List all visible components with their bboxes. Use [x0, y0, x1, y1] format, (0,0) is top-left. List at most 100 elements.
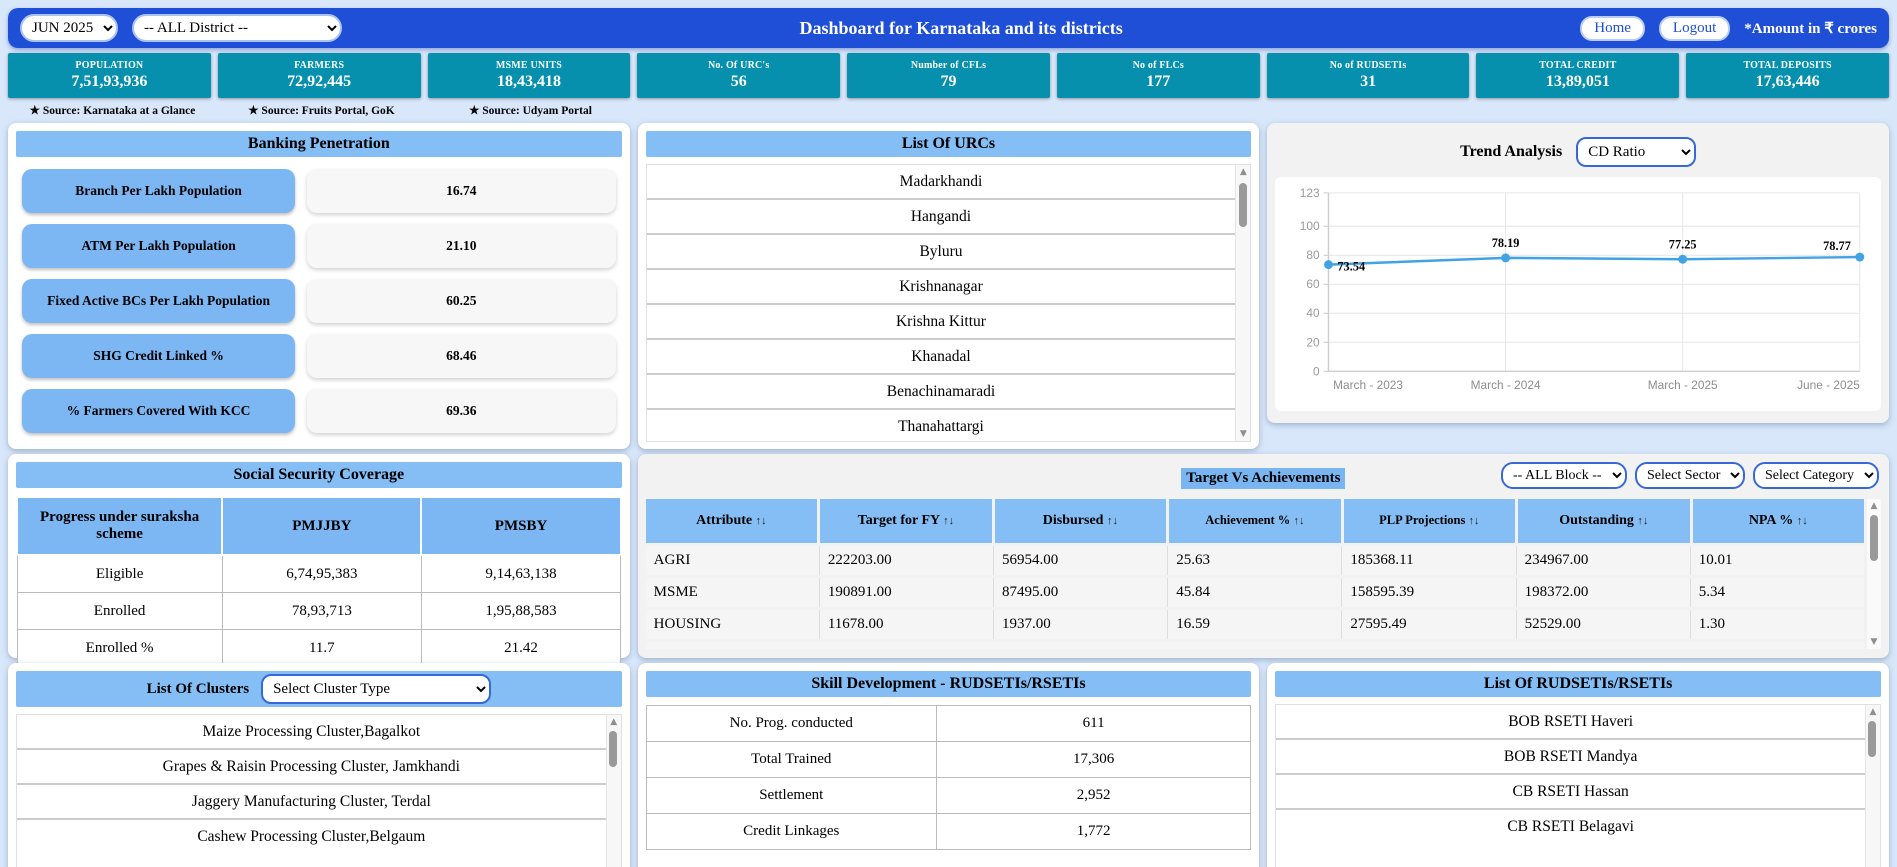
cell: 6,74,95,383	[221, 554, 422, 593]
svg-text:60: 60	[1307, 277, 1321, 291]
list-item: Madarkhandi	[646, 165, 1236, 200]
cell: 87495.00	[994, 578, 1169, 607]
target-vs-achievements-panel: Target Vs Achievements -- ALL Block -- S…	[637, 454, 1889, 658]
sort-header-plp[interactable]: PLP Projections ↑↓	[1343, 499, 1516, 543]
metric-value: 69.36	[307, 389, 616, 433]
trend-chart-card: 0 20 40 60 80 100 123 March - 2023 March - 2024 M…	[1275, 177, 1881, 411]
category-select[interactable]: Select Category	[1753, 462, 1879, 489]
cell: 25.63	[1168, 546, 1343, 575]
sector-select[interactable]: Select Sector	[1635, 462, 1745, 489]
sort-header-target-fy[interactable]: Target for FY ↑↓	[820, 499, 992, 543]
cell: 1,95,88,583	[420, 592, 622, 630]
column-header: PMSBY	[420, 496, 622, 556]
list-item: Thanahattargi	[646, 410, 1236, 441]
stat-card-cfls: Number of CFLs 79	[847, 53, 1050, 98]
scrollbar[interactable]: ▲ ▼	[1235, 165, 1251, 441]
svg-text:March - 2023: March - 2023	[1333, 378, 1403, 392]
district-select[interactable]: -- ALL District --	[132, 14, 342, 42]
scrollbar[interactable]: ▲ ▼	[1867, 499, 1881, 649]
scrollbar-thumb[interactable]	[1868, 721, 1877, 757]
scroll-down-arrow[interactable]: ▼	[1870, 637, 1878, 647]
metric-label: % Farmers Covered With KCC	[22, 389, 296, 433]
stat-value: 18,43,418	[496, 73, 561, 90]
sort-header-npa[interactable]: NPA % ↑↓	[1692, 499, 1865, 543]
cell: 1937.00	[994, 610, 1169, 639]
stat-value: 7,51,93,936	[71, 73, 148, 90]
sort-header-attribute[interactable]: Attribute ↑↓	[645, 499, 818, 543]
clusters-list: Maize Processing Cluster,Bagalkot Grapes…	[16, 714, 622, 867]
cell: Settlement	[645, 777, 937, 814]
list-item: Krishnanagar	[646, 270, 1236, 305]
table-row: Credit Linkages 1,772	[645, 813, 1252, 850]
scrollbar[interactable]: ▲ ▼	[605, 715, 621, 867]
scroll-up-arrow[interactable]: ▲	[1239, 167, 1247, 177]
cell: Eligible	[16, 554, 223, 593]
svg-text:100: 100	[1300, 219, 1320, 233]
scroll-down-arrow[interactable]: ▼	[1239, 429, 1247, 439]
target-header-bar: Target Vs Achievements -- ALL Block -- S…	[646, 462, 1881, 494]
sort-header-outstanding[interactable]: Outstanding ↑↓	[1518, 499, 1690, 543]
list-item: Khanadal	[646, 340, 1236, 375]
stat-value: 177	[1146, 73, 1171, 90]
stat-label: TOTAL DEPOSITS	[1743, 60, 1832, 71]
clusters-header: List Of Clusters Select Cluster Type	[16, 671, 622, 707]
source-note: ★ Source: Karnataka at a Glance	[29, 105, 196, 117]
svg-text:June - 2025: June - 2025	[1797, 378, 1860, 392]
trend-line-chart: 0 20 40 60 80 100 123 March - 2023 March - 2024 M…	[1300, 186, 1865, 392]
row-1: Banking Penetration Branch Per Lakh Popu…	[8, 123, 1889, 449]
row-3: List Of Clusters Select Cluster Type Mai…	[8, 663, 1889, 867]
column-header: Progress under suraksha scheme	[15, 496, 224, 556]
svg-text:0: 0	[1313, 364, 1320, 378]
stat-value: 72,92,445	[287, 73, 352, 90]
table-row: No. Prog. conducted 611	[645, 705, 1252, 742]
cell: HOUSING	[646, 610, 820, 639]
svg-text:20: 20	[1307, 335, 1321, 349]
home-button[interactable]: Home	[1580, 15, 1645, 41]
scroll-up-arrow[interactable]: ▲	[1870, 501, 1878, 511]
urc-list-panel: List Of URCs Madarkhandi Hangandi Byluru…	[637, 123, 1260, 449]
banking-row: ATM Per Lakh Population 21.10	[22, 224, 616, 268]
cell: 1,772	[935, 813, 1252, 850]
banking-row: Fixed Active BCs Per Lakh Population 60.2…	[22, 279, 616, 323]
urc-list: Madarkhandi Hangandi Byluru Krishnanagar…	[645, 164, 1252, 442]
svg-text:123: 123	[1300, 186, 1320, 200]
target-table-wrap: Attribute ↑↓ Target for FY ↑↓ Disbursed …	[645, 499, 1881, 649]
cluster-type-select[interactable]: Select Cluster Type	[261, 674, 492, 704]
banking-penetration-title: Banking Penetration	[16, 131, 622, 157]
clusters-panel: List Of Clusters Select Cluster Type Mai…	[8, 663, 630, 867]
source-note: ★ Source: Fruits Portal, GoK	[248, 105, 395, 117]
table-row-agri: AGRI 222203.00 56954.00 25.63 185368.11 …	[645, 546, 1864, 575]
table-row: Eligible 6,74,95,383 9,14,63,138	[16, 554, 622, 593]
row-2: Social Security Coverage Progress under …	[8, 454, 1889, 667]
metric-value: 16.74	[307, 169, 616, 213]
cell: 611	[935, 705, 1252, 742]
scrollbar-thumb[interactable]	[1238, 183, 1247, 227]
list-item: Benachinamaradi	[646, 375, 1236, 410]
social-security-table: Progress under suraksha scheme PMJJBY PM…	[15, 496, 622, 667]
svg-text:80: 80	[1307, 248, 1321, 262]
list-item: Cashew Processing Cluster,Belgaum	[17, 820, 606, 853]
table-row-housing: HOUSING 11678.00 1937.00 16.59 27595.49 …	[645, 610, 1864, 639]
table-row: Enrolled 78,93,713 1,95,88,583	[16, 592, 622, 630]
trend-header: Trend Analysis CD Ratio	[1275, 137, 1881, 167]
sort-arrows-icon: ↑↓	[755, 515, 767, 527]
scrollbar-thumb[interactable]	[1869, 515, 1878, 561]
block-select[interactable]: -- ALL Block --	[1501, 462, 1627, 489]
logout-button[interactable]: Logout	[1658, 15, 1731, 41]
scrollbar[interactable]: ▲ ▼	[1864, 705, 1880, 867]
scroll-up-arrow[interactable]: ▲	[610, 717, 618, 727]
sort-arrows-icon: ↑↓	[1637, 515, 1649, 527]
social-security-panel: Social Security Coverage Progress under …	[8, 454, 630, 667]
trend-metric-select[interactable]: CD Ratio	[1576, 137, 1697, 167]
month-select[interactable]: JUN 2025	[20, 14, 118, 42]
cell: AGRI	[646, 546, 820, 575]
sort-header-achievement[interactable]: Achievement % ↑↓	[1169, 499, 1341, 543]
table-row: Total Trained 17,306	[645, 741, 1252, 778]
spacer	[1262, 103, 1471, 118]
cell: 17,306	[935, 741, 1252, 778]
list-item: Jaggery Manufacturing Cluster, Terdal	[17, 785, 606, 820]
scrollbar-thumb[interactable]	[609, 731, 618, 767]
cell: 185368.11	[1342, 546, 1517, 575]
scroll-up-arrow[interactable]: ▲	[1869, 707, 1877, 717]
sort-header-disbursed[interactable]: Disbursed ↑↓	[994, 499, 1167, 543]
